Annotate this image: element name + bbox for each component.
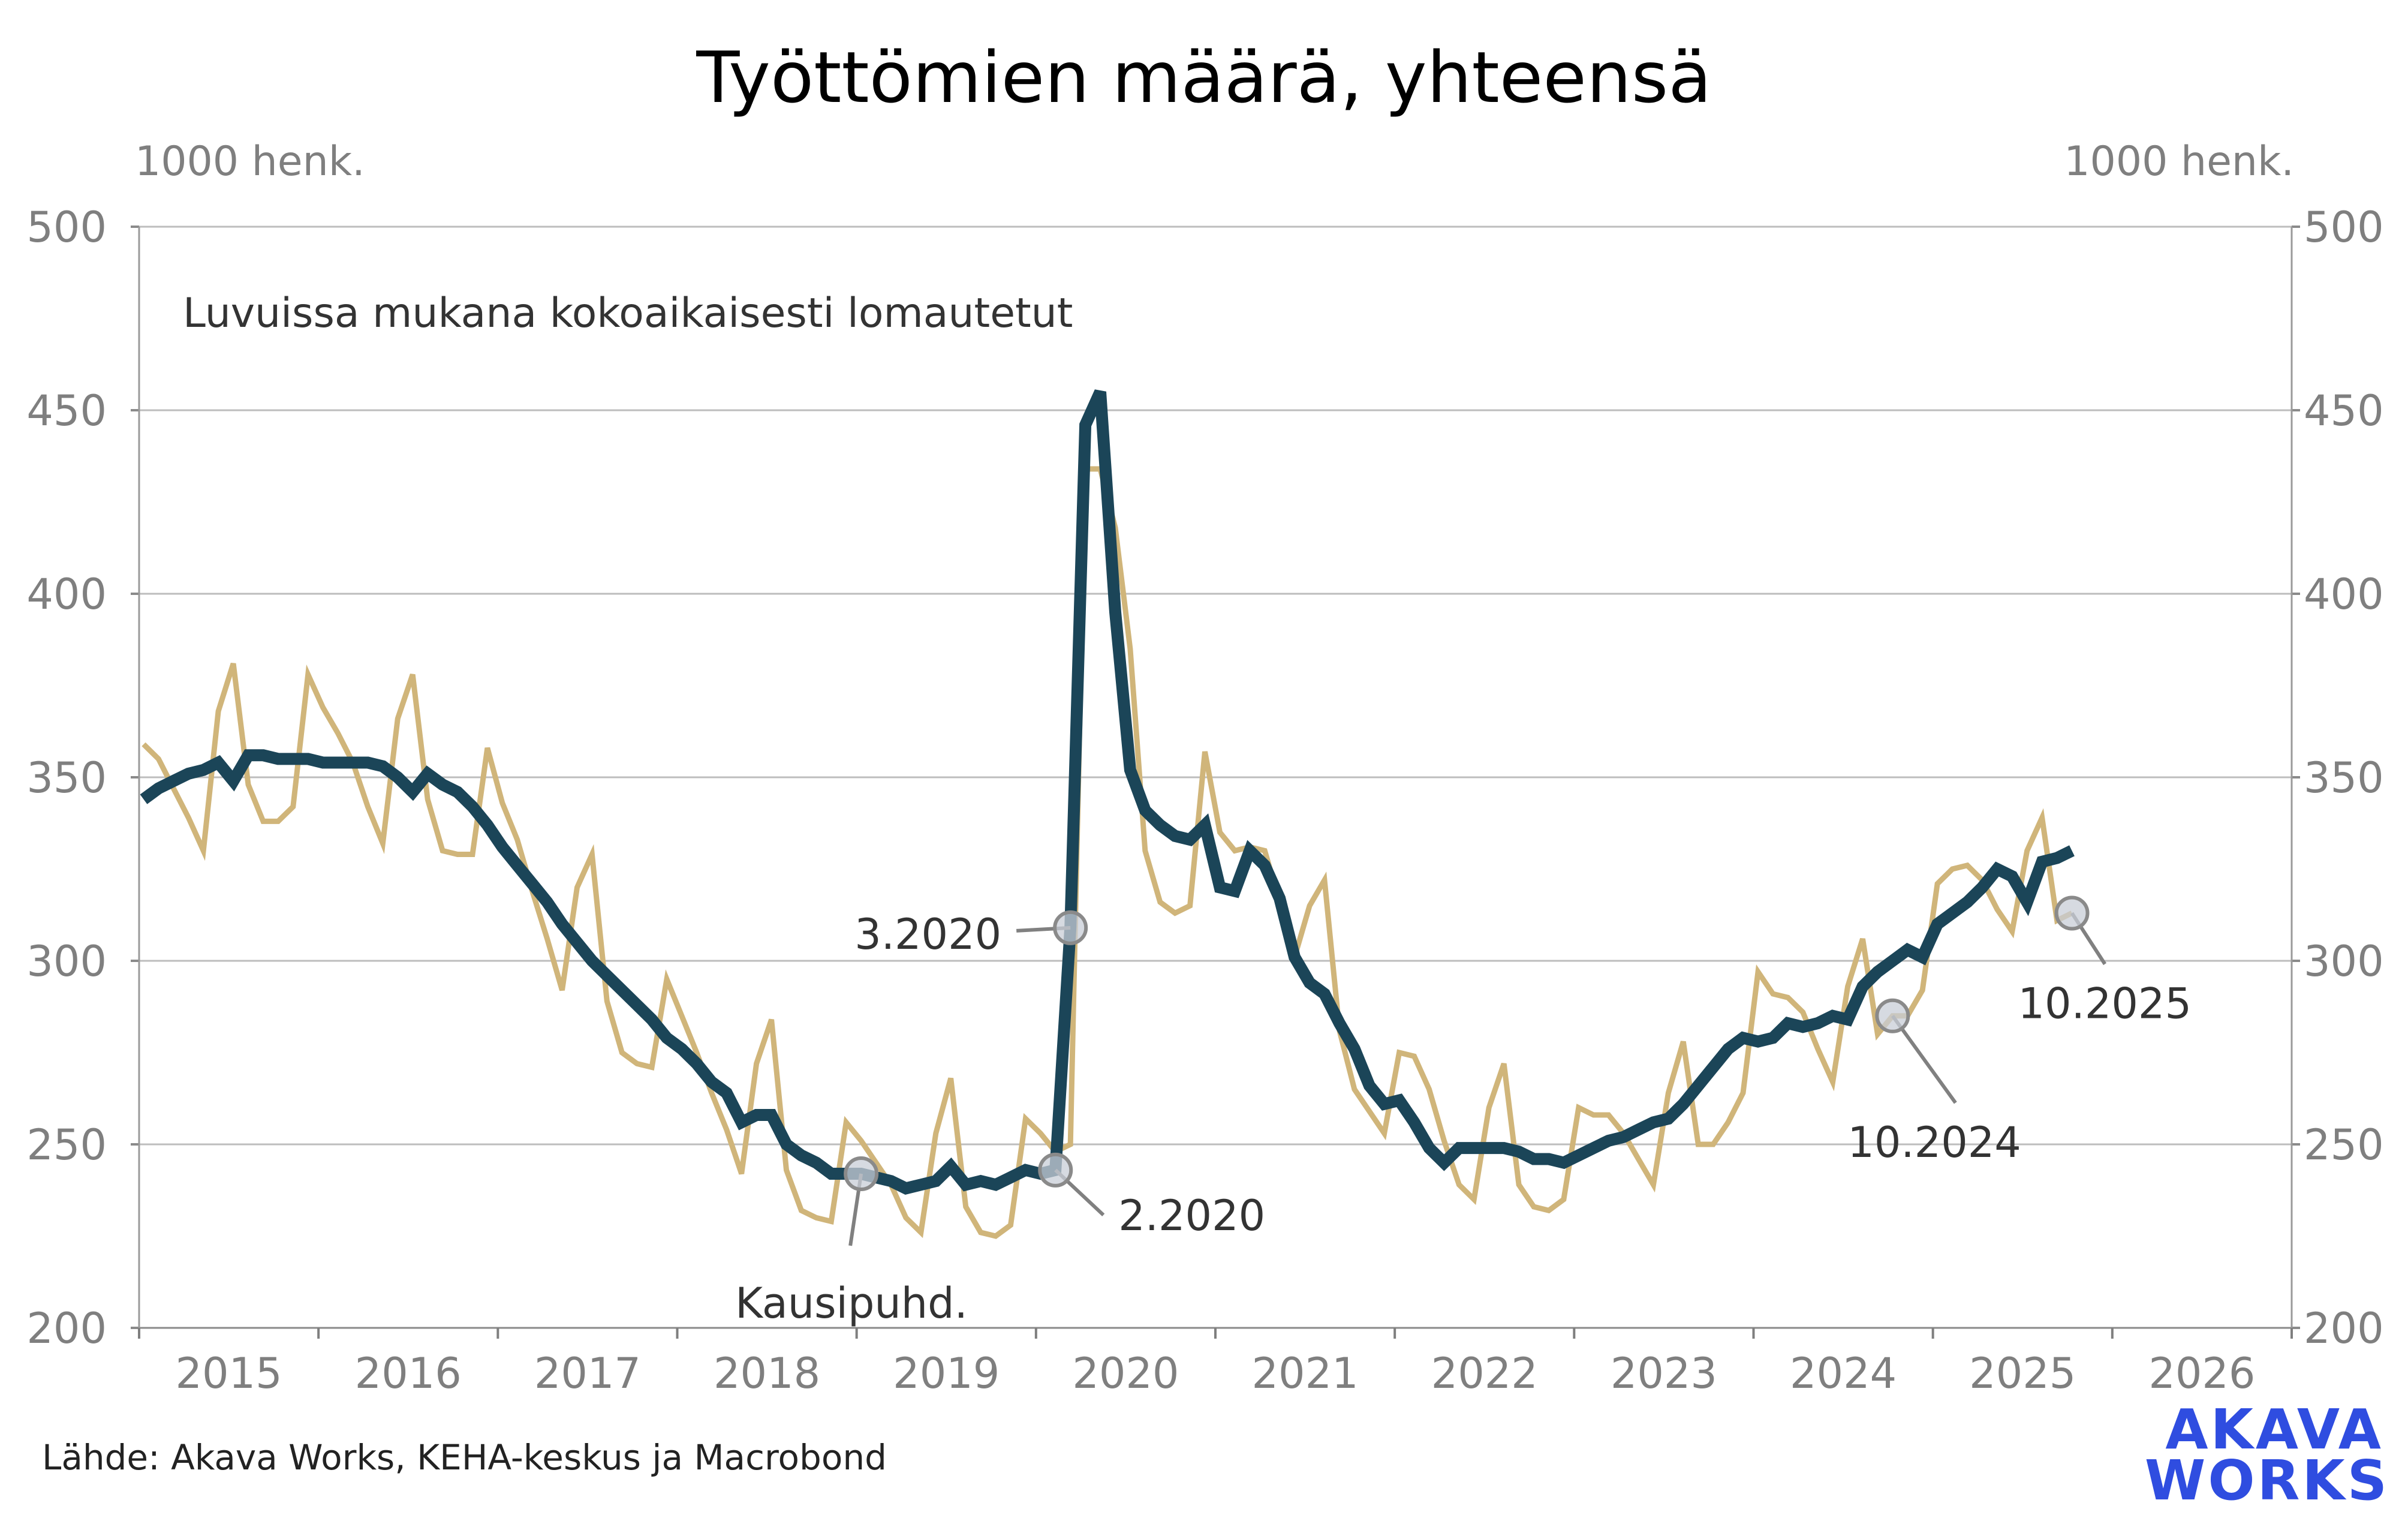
right-axis-unit: 1000 henk.	[2064, 138, 2294, 185]
annotation-leader-line	[1891, 1015, 1957, 1104]
y-tick-label-right: 350	[2304, 753, 2384, 802]
annotation: 10.2025	[2018, 895, 2192, 1028]
y-tick-label-right: 500	[2304, 203, 2384, 252]
annotation-label: Kausipuhd.	[735, 1279, 968, 1328]
x-tick-label: 2026	[2148, 1349, 2255, 1398]
logo-line-1: AKAVA	[2165, 1397, 2383, 1462]
y-tick-label-right: 300	[2304, 937, 2384, 986]
series-lines	[140, 389, 2075, 1239]
y-tick-label-left: 250	[26, 1120, 107, 1170]
annotations: Kausipuhd. 3.2020 2.2020 10.2024 10.2025	[735, 895, 2192, 1328]
x-tick-label: 2015	[176, 1349, 282, 1398]
x-tick-label: 2019	[893, 1349, 1000, 1398]
y-tick-label-left: 200	[26, 1304, 107, 1353]
y-tick-label-right: 250	[2304, 1120, 2384, 1170]
y-tick-label-left: 450	[26, 386, 107, 435]
x-tick-label: 2016	[355, 1349, 462, 1398]
logo-line-2: WORKS	[2145, 1448, 2389, 1513]
axes: 200 200 250 250 300 300 350 350 400 400 450 450 500 5…	[26, 203, 2383, 1398]
annotation: 10.2024	[1847, 998, 2021, 1167]
y-tick-label-right: 450	[2304, 386, 2384, 435]
source-text: Lähde: Akava Works, KEHA-keskus ja Macro…	[42, 1437, 887, 1478]
x-tick-label: 2025	[1969, 1349, 2076, 1398]
annotation: 3.2020	[854, 910, 1088, 959]
x-tick-label: 2022	[1431, 1349, 1538, 1398]
annotation-marker	[2054, 895, 2090, 931]
x-tick-label: 2017	[534, 1349, 641, 1398]
series-line-trend	[140, 389, 2075, 1195]
akava-works-logo: AKAVA WORKS	[2145, 1397, 2389, 1513]
annotation: Kausipuhd.	[735, 1156, 968, 1328]
annotation-label: 3.2020	[854, 910, 1001, 959]
x-tick-label: 2021	[1252, 1349, 1359, 1398]
x-tick-label: 2018	[714, 1349, 820, 1398]
annotation-marker	[844, 1156, 879, 1191]
left-axis-unit: 1000 henk.	[135, 138, 365, 185]
annotation-label: 10.2025	[2018, 979, 2192, 1028]
annotation: 2.2020	[1038, 1152, 1265, 1240]
annotation-label: 10.2024	[1847, 1118, 2021, 1167]
y-tick-label-right: 400	[2304, 570, 2384, 619]
y-tick-label-left: 300	[26, 937, 107, 986]
x-tick-label: 2024	[1790, 1349, 1897, 1398]
annotation-marker	[1038, 1152, 1073, 1188]
chart-title: Työttömien määrä, yhteensä	[696, 36, 1711, 119]
annotation-marker	[1053, 910, 1088, 945]
y-tick-label-left: 350	[26, 753, 107, 802]
x-tick-label: 2023	[1611, 1349, 1717, 1398]
annotation-marker	[1875, 998, 1910, 1033]
y-tick-label-left: 500	[26, 203, 107, 252]
annotation-label: 2.2020	[1118, 1191, 1265, 1240]
x-tick-label: 2020	[1072, 1349, 1179, 1398]
chart-note: Luvuissa mukana kokoaikaisesti lomautetu…	[183, 290, 1073, 337]
y-tick-label-left: 400	[26, 570, 107, 619]
y-tick-label-right: 200	[2304, 1304, 2384, 1353]
